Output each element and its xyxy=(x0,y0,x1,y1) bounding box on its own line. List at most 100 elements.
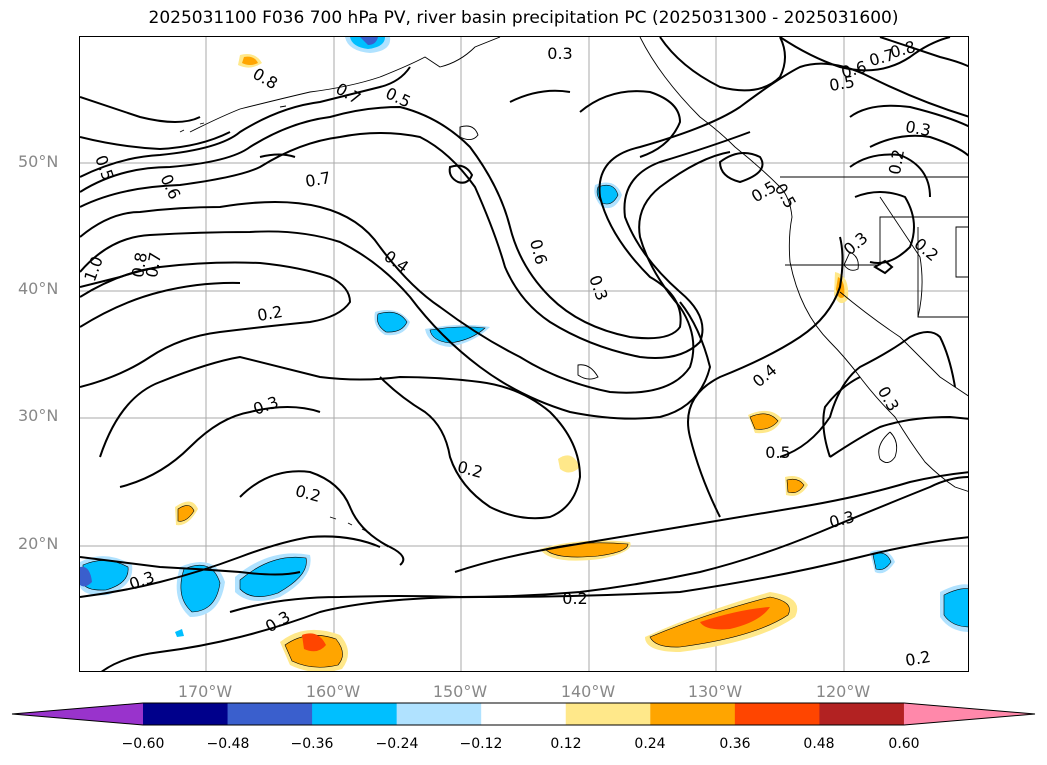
pv-contour xyxy=(239,470,405,566)
pv-contour xyxy=(779,37,951,72)
colorbar-tick: −0.36 xyxy=(290,736,334,752)
pv-contour xyxy=(509,89,571,103)
contour-label: 0.2 xyxy=(910,234,942,265)
contour-label: 0.5 xyxy=(828,72,856,95)
contour-label: 0.6 xyxy=(526,237,551,267)
colorbar-segment xyxy=(819,703,905,725)
colorbar-segment xyxy=(481,703,567,725)
colorbar-tick: 0.12 xyxy=(550,736,582,752)
pv-contour xyxy=(119,406,321,488)
colorbar xyxy=(11,702,1036,726)
colorbar-segment xyxy=(396,703,482,725)
pv-contour xyxy=(259,153,296,158)
pv-contour xyxy=(80,66,411,178)
precip-neg-blob xyxy=(596,184,619,205)
pv-contour xyxy=(718,152,764,184)
contour-label: 0.2 xyxy=(904,647,932,670)
contour-label: 0.3 xyxy=(262,607,294,636)
contour-label: 0.2 xyxy=(293,481,323,506)
colorbar-tick: 0.36 xyxy=(719,736,751,752)
colorbar-tick: −0.24 xyxy=(375,736,419,752)
contour-label: 0.3 xyxy=(874,383,903,415)
contour-label: 0.3 xyxy=(904,117,932,140)
contour-label: 0.8 xyxy=(128,251,151,279)
pv-contour xyxy=(229,476,968,613)
lat-label-40n: 40°N xyxy=(18,279,59,298)
pv-contour xyxy=(448,164,474,184)
precip-neg-blob xyxy=(429,326,486,344)
pv-contour xyxy=(779,331,956,458)
precip-pos-blob xyxy=(177,505,195,522)
pv-contour xyxy=(80,281,241,328)
contour-label: 0.5 xyxy=(771,180,800,212)
contour-label: 0.3 xyxy=(827,507,857,532)
pv-contour xyxy=(849,104,968,128)
colorbar-segments xyxy=(12,703,1035,725)
pv-contour xyxy=(687,236,844,518)
pv-contour xyxy=(101,536,968,671)
colorbar-tick: −0.12 xyxy=(459,736,503,752)
contour-label: 0.4 xyxy=(749,360,781,391)
colorbar-tick: 0.60 xyxy=(888,736,920,752)
lon-label-170w: 170°W xyxy=(177,682,233,701)
colorbar-segment xyxy=(650,703,736,725)
precip-neg-blob xyxy=(239,556,307,597)
pv-contour xyxy=(829,415,968,458)
colorbar-tick: −0.48 xyxy=(206,736,250,752)
lat-label-30n: 30°N xyxy=(18,406,59,425)
precip-neg-blob xyxy=(175,629,184,637)
precip-pos-blob xyxy=(700,607,770,630)
lon-label-160w: 160°W xyxy=(305,682,361,701)
pv-contour xyxy=(873,259,894,275)
lon-label-140w: 140°W xyxy=(560,682,616,701)
contour-label: 0.3 xyxy=(547,44,572,63)
pv-contour xyxy=(454,471,968,573)
precip-neg-blob xyxy=(180,565,221,613)
colorbar-outline xyxy=(11,702,1036,726)
precip-pos-blob xyxy=(558,455,580,473)
contour-label: 0.3 xyxy=(251,392,281,419)
pv-contour xyxy=(80,556,301,576)
precip-neg-blob xyxy=(377,311,408,333)
pv-contour xyxy=(80,266,161,288)
lon-label-150w: 150°W xyxy=(432,682,488,701)
pv-contour xyxy=(80,535,381,598)
precip-neg-blob xyxy=(80,566,92,587)
precip-neg-blob xyxy=(872,552,892,570)
pv-contour xyxy=(869,134,968,157)
contour-label: 0.2 xyxy=(885,148,908,176)
contour-label: 0.3 xyxy=(840,228,872,259)
pv-contour xyxy=(80,261,352,388)
coastlines xyxy=(179,37,968,548)
precip-neg-blob xyxy=(360,37,378,45)
contour-label: 0.6 xyxy=(156,171,184,202)
colorbar-tick: 0.24 xyxy=(634,736,666,752)
pv-contour xyxy=(99,355,582,520)
lon-label-120w: 120°W xyxy=(815,682,871,701)
pv-contour xyxy=(80,62,968,340)
contour-label: 0.2 xyxy=(256,302,284,325)
pv-contour xyxy=(80,151,731,394)
pv-contour xyxy=(854,191,915,264)
colorbar-segment xyxy=(312,703,398,725)
colorbar-segment xyxy=(143,703,229,725)
map-plot: 0.3 0.8 0.7 0.5 0.6 0.7 0.5 0.8 0.3 0.5 … xyxy=(80,37,968,671)
colorbar-segment xyxy=(227,703,313,725)
lon-label-130w: 130°W xyxy=(687,682,743,701)
colorbar-segment xyxy=(903,703,1035,725)
colorbar-tick: 0.48 xyxy=(803,736,835,752)
precip-neg-blob xyxy=(943,588,968,628)
contour-label: 0.8 xyxy=(249,64,281,93)
pv-contour xyxy=(579,90,682,158)
pv-contour xyxy=(80,131,231,151)
precip-pos-blob xyxy=(786,478,805,493)
colorbar-segment xyxy=(565,703,651,725)
colorbar-segment xyxy=(12,703,143,725)
contour-label: 0.7 xyxy=(142,251,165,279)
contour-label: 1.0 xyxy=(80,254,107,284)
pv-contour xyxy=(879,37,968,68)
pv-contour xyxy=(80,131,751,359)
precip-pos-blob xyxy=(242,56,258,65)
pv-contour xyxy=(822,376,861,458)
pv-contour xyxy=(80,96,201,123)
